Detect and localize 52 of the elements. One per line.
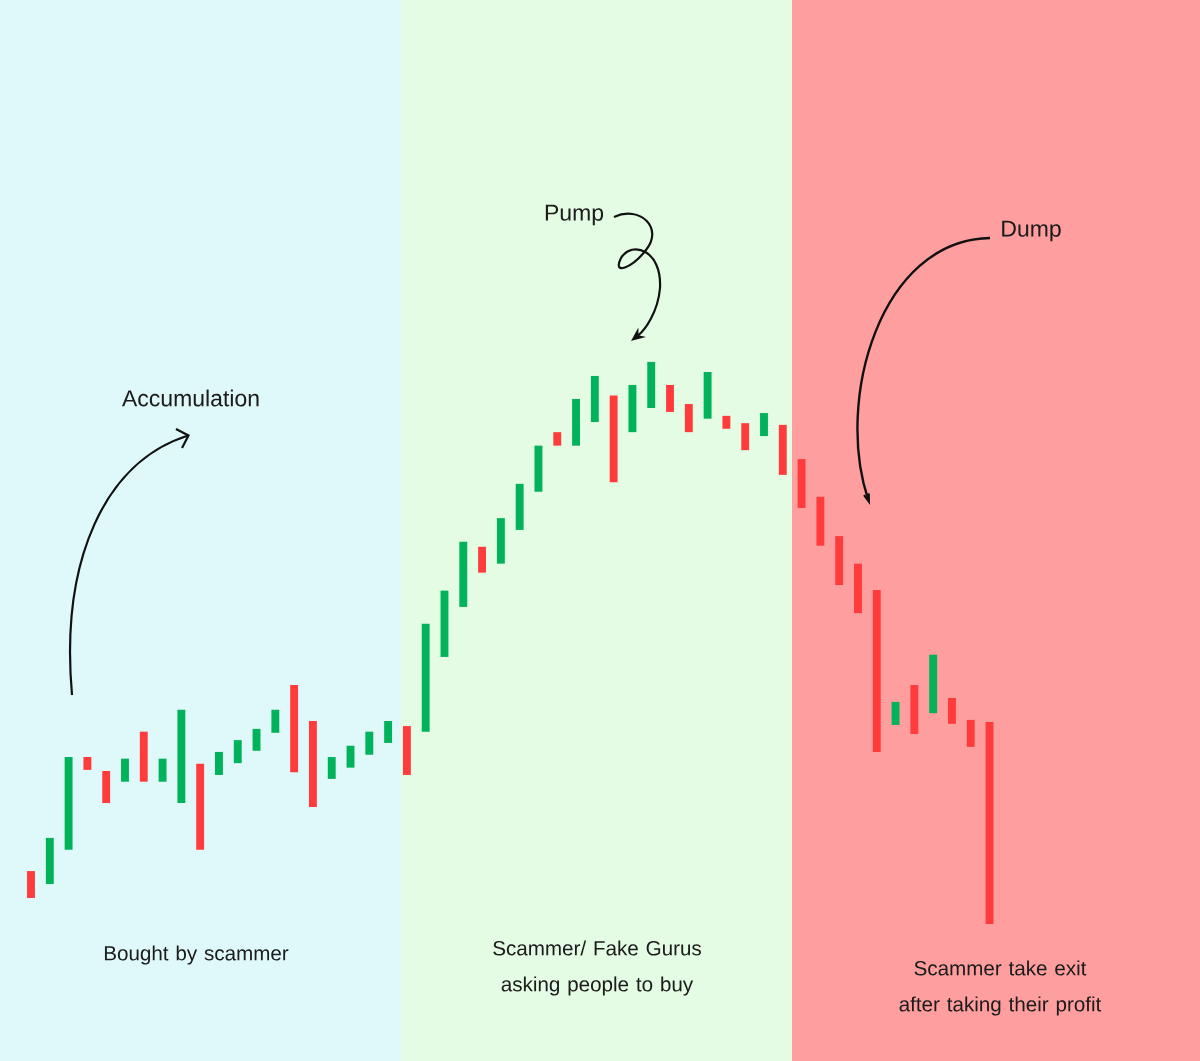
candlestick [872, 590, 881, 752]
candlestick [290, 685, 299, 773]
candlestick [308, 721, 317, 807]
candlestick [929, 654, 938, 714]
candlestick [722, 415, 731, 429]
text: Bought by scammer [104, 945, 289, 965]
candlestick [121, 758, 129, 782]
candlestick [102, 771, 111, 804]
candlestick [703, 372, 712, 419]
candlestick [778, 424, 787, 475]
candlestick [854, 563, 862, 614]
candlestick [797, 459, 806, 509]
text: Pump [545, 204, 604, 226]
candlestick [384, 721, 393, 743]
text: Dump [1002, 220, 1061, 242]
candlestick [966, 719, 975, 747]
candlestick [741, 423, 750, 451]
candlestick [515, 483, 524, 530]
candlestick [45, 837, 54, 884]
candlestick [647, 361, 656, 408]
candlestick [496, 518, 505, 564]
candlestick [609, 395, 618, 483]
candlestick [666, 384, 674, 412]
candlestick [196, 763, 205, 850]
candlestick [177, 709, 186, 804]
candlestick [402, 726, 411, 775]
candlestick [27, 871, 35, 899]
text: Scammer/ Fake Gurus asking people to buy [493, 940, 701, 996]
candlestick [327, 756, 336, 779]
candlestick [139, 731, 148, 782]
candlestick [64, 756, 73, 850]
candlestick [553, 432, 562, 446]
candlestick [684, 404, 693, 433]
candlestick [835, 536, 844, 585]
candlestick [215, 751, 223, 775]
candlestick [628, 384, 637, 433]
annotation: Accumulation [122, 389, 259, 407]
candlestick [83, 756, 92, 770]
candlestick [816, 496, 825, 546]
candlestick [365, 731, 374, 755]
candlestick [421, 623, 430, 732]
candlestick [590, 375, 599, 423]
candlestick [459, 541, 468, 607]
candlestick [233, 740, 242, 764]
candlestick [158, 758, 167, 782]
candlestick [910, 685, 919, 734]
candlestick [760, 413, 768, 437]
candlestick [271, 709, 280, 733]
candlestick [478, 546, 487, 573]
candlestick [572, 398, 580, 446]
text: Scammer take exit after taking their profit [899, 960, 1102, 1016]
candlestick [947, 697, 956, 724]
